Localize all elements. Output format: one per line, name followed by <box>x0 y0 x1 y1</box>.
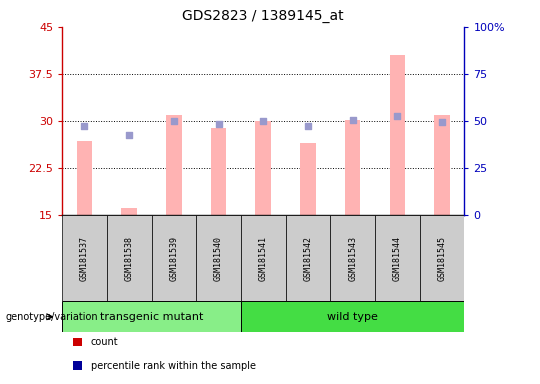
Bar <box>286 215 330 301</box>
Bar <box>241 215 286 301</box>
Bar <box>62 215 107 301</box>
Point <box>393 113 402 119</box>
Bar <box>62 301 241 332</box>
Text: wild type: wild type <box>327 312 378 322</box>
Bar <box>166 115 181 215</box>
Bar <box>107 215 152 301</box>
Text: genotype/variation: genotype/variation <box>5 312 98 322</box>
Point <box>348 117 357 123</box>
Point <box>303 123 312 129</box>
Text: GSM181545: GSM181545 <box>437 236 447 281</box>
Title: GDS2823 / 1389145_at: GDS2823 / 1389145_at <box>183 9 344 23</box>
Text: transgenic mutant: transgenic mutant <box>100 312 203 322</box>
Point <box>438 119 447 125</box>
Text: percentile rank within the sample: percentile rank within the sample <box>91 361 255 371</box>
Text: GSM181542: GSM181542 <box>303 236 313 281</box>
Point <box>170 118 178 124</box>
Bar <box>77 141 92 215</box>
Text: GSM181540: GSM181540 <box>214 236 223 281</box>
Bar <box>241 301 464 332</box>
Point <box>214 121 223 127</box>
Bar <box>255 121 271 215</box>
Point <box>259 118 268 124</box>
Bar <box>300 143 316 215</box>
Point <box>80 123 89 129</box>
Text: count: count <box>91 337 118 347</box>
Bar <box>122 207 137 215</box>
Text: GSM181538: GSM181538 <box>125 236 134 281</box>
Text: GSM181544: GSM181544 <box>393 236 402 281</box>
Bar <box>345 120 361 215</box>
Bar <box>152 215 196 301</box>
Text: GSM181541: GSM181541 <box>259 236 268 281</box>
Point <box>125 132 133 139</box>
Bar <box>434 115 450 215</box>
Text: GSM181539: GSM181539 <box>170 236 178 281</box>
Bar <box>420 215 464 301</box>
Bar <box>196 215 241 301</box>
Bar <box>330 215 375 301</box>
Bar <box>375 215 420 301</box>
Bar <box>211 129 226 215</box>
Bar <box>389 55 405 215</box>
Text: GSM181537: GSM181537 <box>80 236 89 281</box>
Text: GSM181543: GSM181543 <box>348 236 357 281</box>
